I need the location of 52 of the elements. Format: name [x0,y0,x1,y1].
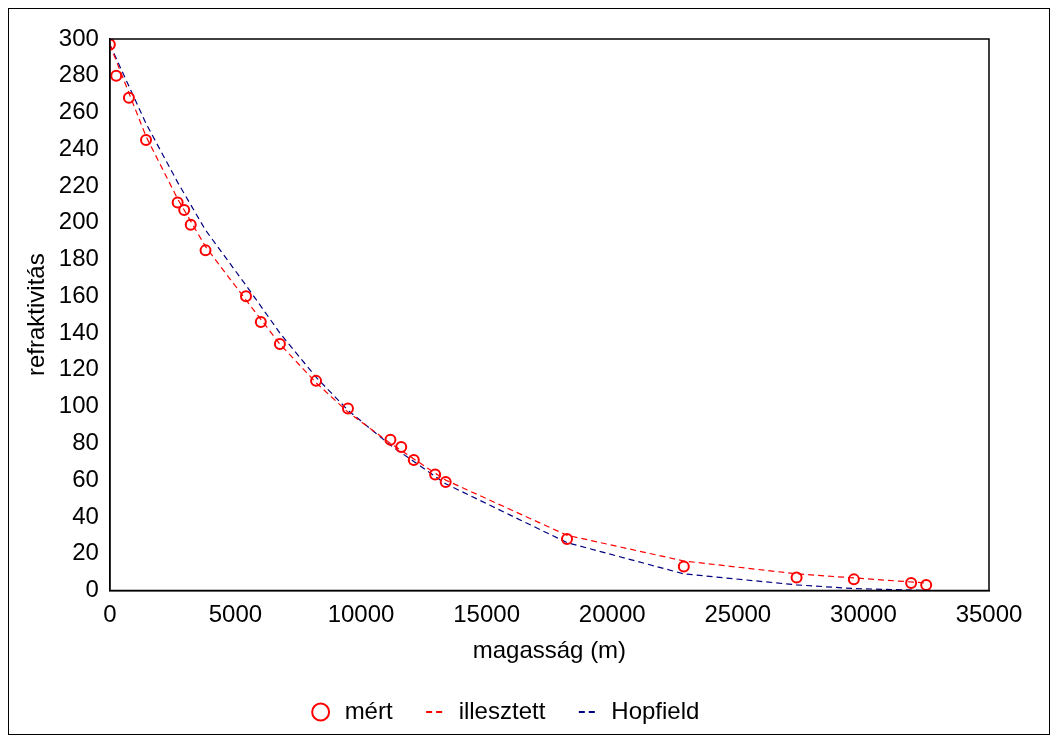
point [905,577,918,590]
y-tick-label: 20 [72,538,99,566]
point [273,338,286,351]
point [920,578,933,591]
point [341,402,354,415]
x-tick-label: 30000 [830,600,897,628]
point [254,316,267,329]
x-tick-label: 20000 [578,600,646,628]
y-tick-label: 260 [58,97,99,125]
point [790,571,803,584]
point [429,468,442,481]
y-tick-label: 220 [58,170,99,198]
y-tick-label: 120 [58,354,99,382]
point [199,244,212,257]
y-tick-label: 240 [58,133,99,161]
y-tick-label: 0 [85,575,99,603]
y-axis-title: refraktivitás [22,253,50,377]
point [395,441,408,454]
point [384,433,397,446]
y-tick-label: 160 [58,280,99,308]
x-tick-label: 15000 [453,600,520,628]
point [122,91,135,104]
legend-label: illesztett [458,696,546,724]
y-tick-label: 200 [58,207,99,235]
legend-label: mért [344,696,393,724]
y-tick-label: 280 [58,60,99,88]
point [140,134,153,147]
y-tick-label: 140 [58,317,99,345]
point [110,69,123,82]
point [561,532,574,545]
y-tick-label: 40 [72,501,99,529]
y-tick-label: 100 [58,391,99,419]
point [677,560,690,573]
y-tick-label: 180 [58,244,99,272]
y-tick-label: 60 [72,464,99,492]
x-tick-label: 25000 [704,600,772,628]
point [847,573,860,586]
x-tick-label: 5000 [208,600,263,628]
point [178,203,191,216]
point [171,196,184,209]
x-axis-title: magasság (m) [472,636,627,664]
x-tick-label: 10000 [327,600,395,628]
point [439,475,452,488]
point [239,290,252,303]
y-tick-label: 300 [58,23,99,51]
point [184,218,197,231]
x-tick-label: 35000 [955,600,1023,628]
y-tick-label: 80 [72,427,99,455]
point [310,374,323,387]
legend-label: Hopfield [611,696,700,724]
point [407,453,420,466]
x-tick-label: 0 [103,600,117,628]
